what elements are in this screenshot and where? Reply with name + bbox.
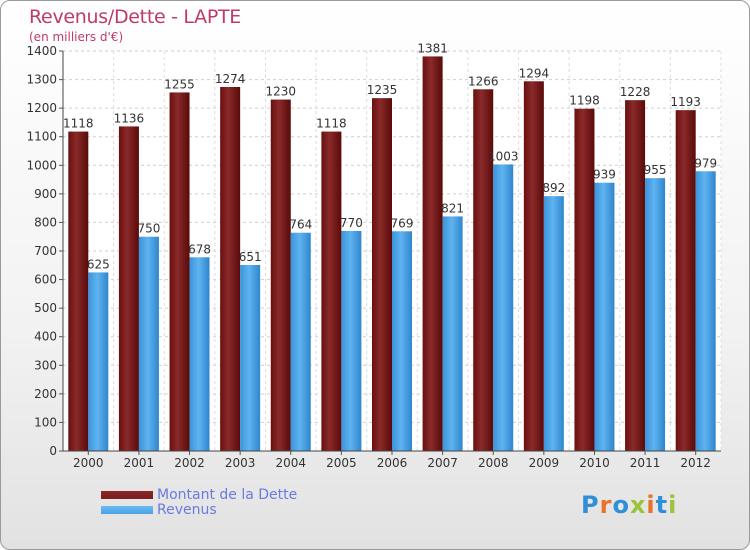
y-tick-label: 1300 <box>26 73 57 87</box>
bar-revenus <box>189 257 210 451</box>
data-label-revenus: 955 <box>644 163 667 177</box>
bar-dette <box>68 131 89 452</box>
y-tick-label: 0 <box>49 444 57 458</box>
chart-title: Revenus/Dette - LAPTE <box>29 6 241 28</box>
data-label-revenus: 651 <box>239 250 262 264</box>
data-label-revenus: 939 <box>593 168 616 182</box>
bar-revenus <box>442 216 463 451</box>
legend-swatch-revenus <box>101 505 153 514</box>
y-tick-label: 1400 <box>26 44 57 58</box>
data-label-revenus: 821 <box>441 201 464 215</box>
data-label-dette: 1136 <box>114 111 145 125</box>
data-label-dette: 1274 <box>215 72 246 86</box>
bar-dette <box>574 108 595 451</box>
bar-dette <box>422 56 443 452</box>
y-tick-label: 300 <box>34 358 57 372</box>
data-label-dette: 1255 <box>164 77 195 91</box>
data-label-dette: 1235 <box>367 83 398 97</box>
proxiti-logo: Proxiti <box>581 491 677 519</box>
bar-revenus <box>341 231 362 451</box>
logo-letter: i <box>668 491 678 519</box>
data-label-dette: 1198 <box>569 94 600 108</box>
bar-dette <box>321 131 342 452</box>
bar-dette <box>372 98 392 452</box>
data-label-revenus: 1003 <box>488 149 519 163</box>
legend-label-dette: Montant de la Dette <box>157 486 298 503</box>
bar-revenus <box>240 265 261 451</box>
x-tick-label: 2010 <box>579 456 610 470</box>
legend-item-revenus: Revenus <box>101 501 297 518</box>
bar-dette <box>473 89 494 452</box>
x-tick-label: 2012 <box>680 456 711 470</box>
bar-revenus <box>695 171 716 452</box>
x-tick-label: 2011 <box>630 456 661 470</box>
x-tick-label: 2006 <box>377 456 408 470</box>
bar-revenus <box>290 232 311 451</box>
data-label-dette: 1294 <box>519 66 550 80</box>
bar-dette <box>220 87 241 451</box>
x-tick-label: 2000 <box>73 456 104 470</box>
logo-letter: i <box>646 491 656 519</box>
bar-revenus <box>88 272 109 451</box>
logo-letter: o <box>612 491 630 519</box>
logo-letter: t <box>655 491 669 519</box>
x-tick-label: 2002 <box>174 456 205 470</box>
logo-letter: P <box>581 491 600 519</box>
x-tick-label: 2001 <box>124 456 155 470</box>
x-tick-label: 2008 <box>478 456 509 470</box>
data-label-revenus: 979 <box>694 156 717 170</box>
x-tick-label: 2004 <box>275 456 306 470</box>
data-label-dette: 1193 <box>670 95 701 109</box>
logo-letter: x <box>629 491 647 519</box>
bar-dette <box>118 126 139 451</box>
bar-dette <box>523 81 544 452</box>
y-tick-label: 500 <box>34 301 57 315</box>
data-label-revenus: 769 <box>391 216 414 230</box>
bar-dette <box>169 92 190 451</box>
data-label-dette: 1230 <box>265 85 296 99</box>
data-label-revenus: 764 <box>289 218 312 232</box>
legend-swatch-dette <box>101 490 153 499</box>
y-tick-label: 800 <box>34 215 57 229</box>
bar-revenus <box>645 178 666 451</box>
legend-label-revenus: Revenus <box>157 501 217 518</box>
x-tick-label: 2005 <box>326 456 357 470</box>
y-tick-label: 1200 <box>26 101 57 115</box>
x-tick-label: 2007 <box>427 456 458 470</box>
y-tick-label: 900 <box>34 187 57 201</box>
data-label-revenus: 678 <box>188 242 211 256</box>
data-label-dette: 1118 <box>316 117 347 131</box>
data-label-revenus: 892 <box>542 181 565 195</box>
bar-revenus <box>543 196 564 451</box>
y-tick-label: 200 <box>34 387 57 401</box>
bar-revenus <box>493 164 514 451</box>
x-tick-label: 2003 <box>225 456 256 470</box>
bar-revenus <box>392 231 412 451</box>
bar-dette <box>270 99 291 452</box>
x-tick-label: 2009 <box>529 456 560 470</box>
data-label-dette: 1381 <box>417 41 448 55</box>
y-tick-label: 100 <box>34 415 57 429</box>
legend: Montant de la Dette Revenus <box>101 486 298 518</box>
data-label-dette: 1266 <box>468 74 499 88</box>
y-tick-label: 700 <box>34 244 57 258</box>
legend-item-dette: Montant de la Dette <box>101 486 298 503</box>
y-tick-label: 1000 <box>26 158 57 172</box>
y-tick-label: 600 <box>34 273 57 287</box>
logo-letter: r <box>599 491 613 519</box>
data-label-revenus: 770 <box>340 216 363 230</box>
bar-revenus <box>594 182 615 451</box>
data-label-dette: 1118 <box>63 117 94 131</box>
data-label-revenus: 750 <box>137 222 160 236</box>
chart-subtitle: (en milliers d'€) <box>29 30 124 44</box>
data-label-dette: 1228 <box>620 85 651 99</box>
y-tick-label: 400 <box>34 330 57 344</box>
bar-dette <box>675 110 696 452</box>
data-label-revenus: 625 <box>87 257 110 271</box>
bar-revenus <box>138 236 159 451</box>
y-tick-label: 1100 <box>26 130 57 144</box>
bar-dette <box>625 100 646 452</box>
